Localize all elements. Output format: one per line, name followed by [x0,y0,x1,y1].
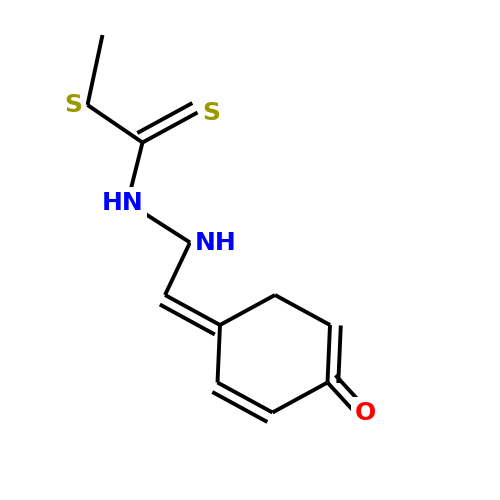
Text: HN: HN [102,190,143,214]
Text: S: S [202,100,220,124]
Text: O: O [354,400,376,424]
Text: S: S [64,93,82,117]
Text: NH: NH [195,230,237,254]
